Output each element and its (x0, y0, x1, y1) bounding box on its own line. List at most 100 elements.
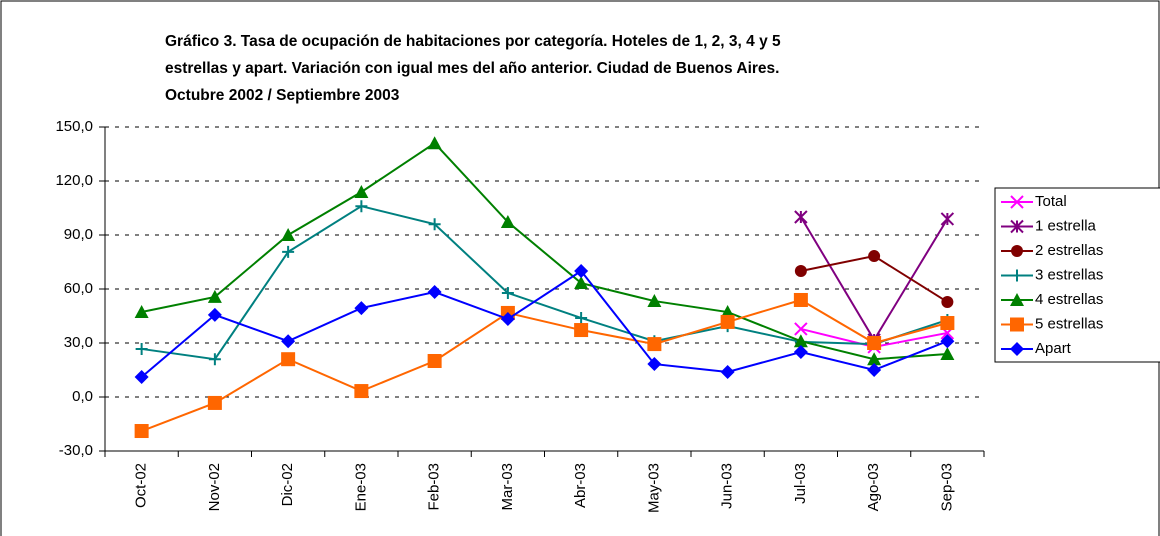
marker-shape (208, 353, 221, 366)
marker (428, 218, 441, 231)
marker-shape (1010, 342, 1024, 356)
x-tick-label: Ago-03 (865, 463, 882, 511)
marker (794, 265, 807, 277)
marker-shape (720, 314, 735, 329)
marker-shape (500, 215, 515, 229)
marker (1010, 195, 1024, 209)
marker-shape (868, 250, 881, 263)
marker (1010, 219, 1024, 234)
marker (867, 352, 882, 366)
marker-shape (207, 395, 222, 410)
marker (574, 323, 589, 338)
marker-shape (207, 307, 222, 322)
marker (940, 212, 955, 226)
legend-label: 2 estrellas (1035, 242, 1103, 259)
x-tick-label: Jun-03 (719, 463, 736, 509)
marker (647, 294, 662, 308)
marker (940, 334, 955, 349)
marker-shape (941, 295, 954, 308)
marker (1010, 293, 1024, 306)
marker-shape (647, 357, 662, 372)
marker (867, 363, 882, 377)
marker-shape (794, 265, 807, 277)
marker (940, 346, 955, 360)
marker (574, 264, 589, 278)
marker-shape (282, 245, 295, 258)
marker-shape (1010, 317, 1024, 332)
series-line (141, 141, 948, 361)
legend-label: 4 estrellas (1035, 291, 1103, 308)
marker-shape (575, 311, 588, 324)
marker (868, 250, 881, 263)
marker-shape (867, 352, 882, 366)
marker-shape (207, 289, 222, 303)
marker-shape (794, 322, 808, 336)
marker-shape (354, 301, 369, 316)
marker (793, 292, 808, 307)
marker (208, 353, 221, 366)
marker (134, 305, 149, 319)
marker (500, 215, 515, 229)
marker-shape (793, 334, 808, 348)
marker (501, 286, 514, 299)
marker-shape (720, 364, 735, 379)
marker (1011, 245, 1023, 257)
marker (354, 301, 369, 316)
marker-shape (135, 342, 148, 355)
marker (281, 352, 296, 367)
marker (135, 342, 148, 355)
marker (941, 295, 954, 308)
marker (647, 337, 662, 352)
y-tick-label: 90,0 (64, 226, 93, 243)
marker (355, 200, 368, 213)
marker-shape (1010, 293, 1024, 306)
legend-label: Total (1035, 193, 1067, 210)
marker (354, 184, 369, 198)
y-tick-label: 120,0 (55, 172, 93, 189)
marker-shape (867, 363, 882, 377)
marker-shape (428, 218, 441, 231)
marker (720, 364, 735, 379)
y-tick-label: 30,0 (64, 334, 93, 351)
marker-shape (355, 200, 368, 213)
marker-shape (281, 352, 296, 367)
marker-shape (574, 264, 589, 278)
marker-shape (793, 345, 808, 359)
x-tick-label: Oct-02 (133, 463, 150, 508)
y-tick-label: 0,0 (72, 388, 93, 405)
marker-shape (867, 336, 882, 350)
marker-shape (574, 323, 589, 338)
marker (867, 336, 882, 350)
marker (207, 307, 222, 322)
series-line (140, 269, 948, 378)
marker-shape (281, 334, 296, 349)
y-tick-label: 150,0 (55, 118, 93, 135)
chart-title: estrellas y apart. Variación con igual m… (165, 60, 779, 77)
marker (793, 334, 808, 348)
x-tick-label: Jul-03 (792, 463, 809, 504)
x-tick-label: May-03 (645, 463, 662, 513)
x-tick-label: Sep-03 (938, 463, 955, 511)
marker-shape (647, 337, 662, 352)
marker-shape (1010, 195, 1024, 209)
marker-shape (574, 276, 589, 290)
marker (1011, 269, 1023, 282)
marker-shape (134, 370, 149, 385)
marker-shape (281, 228, 296, 241)
marker (720, 305, 735, 319)
marker-shape (134, 424, 149, 439)
marker-shape (1010, 219, 1024, 234)
marker-shape (1011, 245, 1023, 257)
marker-shape (134, 305, 149, 319)
marker-shape (427, 136, 442, 150)
x-tick-label: Mar-03 (499, 463, 516, 511)
marker (940, 316, 955, 331)
x-tick-label: Nov-02 (206, 463, 223, 511)
y-tick-label: -30,0 (59, 442, 93, 459)
marker (134, 424, 149, 439)
y-tick-label: 60,0 (64, 280, 93, 297)
marker (281, 334, 296, 349)
series-line (141, 205, 948, 361)
marker (794, 322, 808, 336)
marker-shape (427, 354, 442, 368)
